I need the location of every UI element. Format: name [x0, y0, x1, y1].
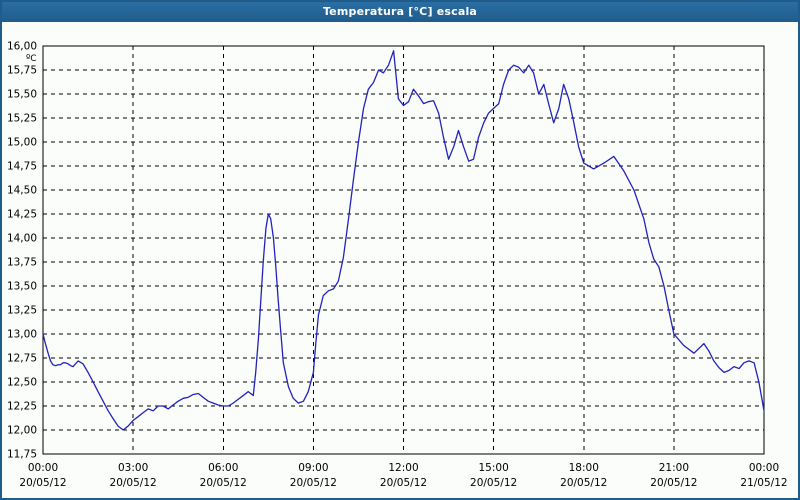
window-title: Temperatura [°C] escala [2, 2, 798, 22]
axis-frame [42, 45, 765, 455]
y-axis-tick-label: 11,75 [7, 449, 37, 461]
x-axis-tick-label-date: 20/05/12 [200, 477, 247, 489]
y-axis-tick-label: 13,25 [7, 305, 37, 317]
y-axis-tick-label: 14,25 [7, 209, 37, 221]
y-axis-tick-label: 15,50 [7, 89, 37, 101]
y-axis-tick-label: 12,50 [7, 377, 37, 389]
x-axis-tick-label-time: 12:00 [388, 462, 418, 474]
y-axis-tick-label: 14,00 [7, 233, 37, 245]
y-axis-tick-label: 16,00 [7, 41, 37, 53]
x-axis-tick-label-time: 15:00 [478, 462, 508, 474]
grid-lines [43, 45, 764, 454]
y-axis-tick-labels: 16,00 15,75 15,50 15,25 15,00 14,75 14,50 14,25… [7, 41, 37, 461]
x-axis-tick-label-date: 20/05/12 [650, 477, 697, 489]
y-axis-tick-label: 12,00 [7, 425, 37, 437]
y-axis-tick-label: 15,25 [7, 113, 37, 125]
y-axis-tick-label: 12,75 [7, 353, 37, 365]
y-axis-tick-label: 15,75 [7, 65, 37, 77]
y-axis-tick-label: 14,50 [7, 185, 37, 197]
chart-canvas: ºC 16,00 15,75 15,50 15,25 15,00 14,75 14,50 14… [2, 22, 798, 498]
x-axis-tick-label-date: 20/05/12 [380, 477, 427, 489]
x-axis-tick-label-time: 00:00 [28, 462, 58, 474]
x-axis-tick-label-date: 20/05/12 [470, 477, 517, 489]
x-axis-tick-label-date: 20/05/12 [560, 477, 607, 489]
x-axis-tick-labels: 00:00 20/05/12 03:00 20/05/12 06:00 20/05/12 0… [19, 462, 787, 489]
temperature-line-chart: 16,00 15,75 15,50 15,25 15,00 14,75 14,50 14,25… [7, 41, 788, 490]
plot-area-border [42, 45, 765, 455]
y-axis-tick-label: 12,25 [7, 401, 37, 413]
x-axis-tick-label-date: 20/05/12 [19, 477, 66, 489]
x-axis-tick-label-time: 21:00 [659, 462, 689, 474]
data-line-temperatura [42, 50, 765, 431]
data-series-temperatura [42, 50, 765, 431]
y-axis-tick-label: 13,00 [7, 329, 37, 341]
y-axis-tick-label: 15,00 [7, 137, 37, 149]
x-axis-tick-label-time: 18:00 [569, 462, 599, 474]
x-axis-tick-label-time: 00:00 [749, 462, 779, 474]
x-axis-tick-label-date: 20/05/12 [290, 477, 337, 489]
x-axis-tick-label-time: 03:00 [118, 462, 148, 474]
y-axis-unit-label: ºC [26, 54, 37, 64]
x-axis-tick-label-date: 21/05/12 [740, 477, 787, 489]
x-axis-tick-label-time: 06:00 [208, 462, 238, 474]
x-axis-tick-label-date: 20/05/12 [110, 477, 157, 489]
y-axis-tick-label: 13,50 [7, 281, 37, 293]
x-axis-tick-label-time: 09:00 [298, 462, 328, 474]
y-axis-tick-label: 13,75 [7, 257, 37, 269]
y-axis-tick-label: 14,75 [7, 161, 37, 173]
